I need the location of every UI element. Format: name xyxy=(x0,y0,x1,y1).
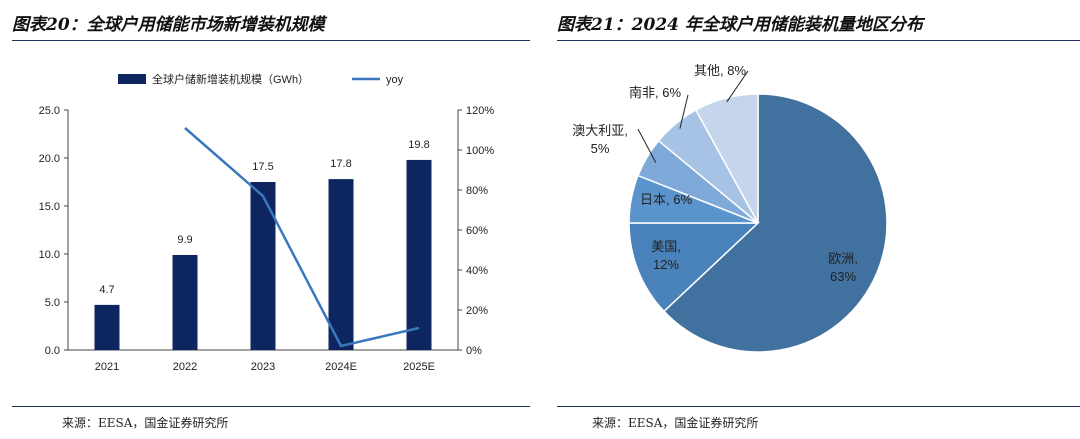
pie-label: 南非, 6% xyxy=(629,85,681,100)
right-source-note: 来源：EESA，国金证券研究所 xyxy=(592,416,759,430)
right-source-rule xyxy=(557,406,1080,407)
right-tick-label: 120% xyxy=(466,105,494,117)
pie-label-percent: 5% xyxy=(591,141,610,156)
right-panel: 图表21：2024 年全球户用储能装机量地区分布 欧洲, 63% 美国, 12% 日本,… xyxy=(545,0,1080,439)
pie-label-percent: 12% xyxy=(653,257,679,272)
left-tick-label: 15.0 xyxy=(39,201,60,213)
right-title-rule xyxy=(557,40,1080,41)
leader-line xyxy=(679,94,689,129)
pie-slice xyxy=(694,93,759,224)
left-source-note: 来源：EESA，国金证券研究所 xyxy=(62,416,229,430)
left-tick-label: 25.0 xyxy=(39,105,60,117)
right-tick-label: 20% xyxy=(466,305,488,317)
yoy-line xyxy=(184,127,420,348)
x-tick-label: 2022 xyxy=(173,361,197,373)
left-panel: 图表20：全球户用储能市场新增装机规模 0.0 5.0 10.0 15.0 20.0 25… xyxy=(0,0,530,439)
left-source-rule xyxy=(12,406,530,407)
bar xyxy=(94,304,120,350)
pie-slice xyxy=(662,93,888,353)
bar-value-label: 17.5 xyxy=(252,161,273,173)
left-figure-title: 图表20：全球户用储能市场新增装机规模 xyxy=(12,15,325,35)
x-tick-label: 2023 xyxy=(251,361,275,373)
pie-slice xyxy=(628,222,760,313)
right-tick-label: 0% xyxy=(466,345,482,357)
left-tick-label: 20.0 xyxy=(39,153,60,165)
legend-bar-swatch xyxy=(118,74,146,84)
left-tick-label: 0.0 xyxy=(45,345,60,357)
bar-value-label: 4.7 xyxy=(99,284,114,296)
pie-label: 其他, 8% xyxy=(694,63,746,78)
left-title-rule xyxy=(12,40,530,41)
left-tick-label: 5.0 xyxy=(45,297,60,309)
pie-label: 澳大利亚, xyxy=(572,123,628,138)
bar-line-chart: 0.0 5.0 10.0 15.0 20.0 25.0 0% 20% 40% 60% 80% 100%… xyxy=(39,72,495,373)
bar-value-label: 19.8 xyxy=(408,139,429,151)
pie-label: 美国, xyxy=(651,239,681,254)
right-tick-label: 60% xyxy=(466,225,488,237)
bar xyxy=(406,159,432,350)
leader-line xyxy=(726,70,749,103)
legend-line-label: yoy xyxy=(386,74,404,86)
right-tick-label: 40% xyxy=(466,265,488,277)
right-tick-label: 80% xyxy=(466,185,488,197)
pie-label: 欧洲, xyxy=(828,251,858,266)
pie-label-percent: 63% xyxy=(830,269,856,284)
pie-label: 日本, 6% xyxy=(640,192,692,207)
x-tick-label: 2025E xyxy=(403,361,435,373)
right-tick-label: 100% xyxy=(466,145,494,157)
leader-line xyxy=(637,128,657,163)
x-tick-label: 2021 xyxy=(95,361,119,373)
x-tick-label: 2024E xyxy=(325,361,357,373)
bar-value-label: 9.9 xyxy=(177,234,192,246)
bar xyxy=(172,254,198,350)
right-figure-title: 图表21：2024 年全球户用储能装机量地区分布 xyxy=(557,15,923,35)
legend-bar-label: 全球户储新增装机规模（GWh） xyxy=(152,72,309,86)
left-tick-label: 10.0 xyxy=(39,249,60,261)
bar xyxy=(250,182,276,350)
bar-value-label: 17.8 xyxy=(330,158,351,170)
pie-chart: 欧洲, 63% 美国, 12% 日本, 6% 澳大利亚, 5% 南非, 6% 其他, 8% xyxy=(572,63,888,353)
bar xyxy=(328,179,354,350)
